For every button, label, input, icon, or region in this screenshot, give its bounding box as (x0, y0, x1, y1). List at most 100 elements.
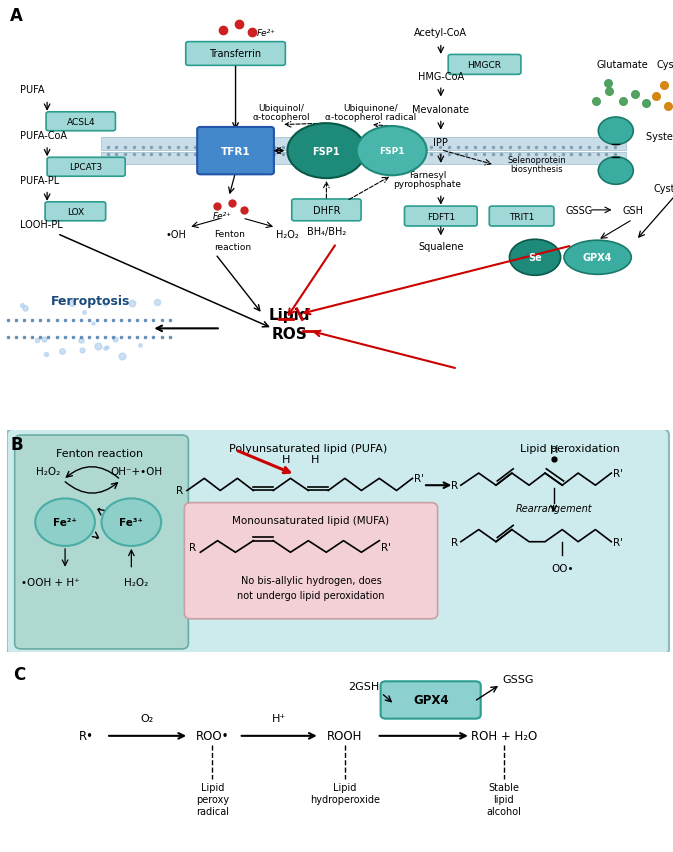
Text: Fenton: Fenton (214, 230, 245, 239)
FancyBboxPatch shape (15, 435, 188, 649)
Text: TFR1: TFR1 (221, 147, 250, 157)
Text: H₂O₂: H₂O₂ (124, 577, 148, 587)
Text: Lipid: Lipid (269, 308, 310, 323)
FancyBboxPatch shape (45, 203, 106, 222)
Text: Fenton reaction: Fenton reaction (56, 449, 143, 458)
FancyBboxPatch shape (291, 199, 361, 222)
Text: PUFA: PUFA (20, 85, 44, 95)
FancyBboxPatch shape (184, 503, 437, 619)
Text: R: R (176, 486, 182, 496)
Text: Ubiquinol/: Ubiquinol/ (258, 104, 304, 112)
Text: Fe²⁺: Fe²⁺ (53, 517, 77, 527)
Text: biosynthesis: biosynthesis (510, 165, 563, 174)
Ellipse shape (598, 118, 633, 146)
Text: •OH: •OH (166, 229, 187, 239)
Text: C: C (13, 665, 26, 683)
Text: FSP1: FSP1 (312, 147, 341, 157)
Text: GSSG: GSSG (503, 675, 534, 684)
Text: Acetyl-CoA: Acetyl-CoA (415, 28, 467, 38)
Text: HMG-CoA: HMG-CoA (418, 72, 464, 82)
FancyBboxPatch shape (489, 207, 554, 227)
Text: Rearrangement: Rearrangement (516, 504, 592, 513)
Circle shape (102, 498, 162, 546)
Text: Fe³⁺: Fe³⁺ (119, 517, 143, 527)
Text: R': R' (613, 469, 623, 479)
Text: Lipid peroxidation: Lipid peroxidation (520, 443, 620, 453)
Text: H: H (311, 455, 319, 464)
Text: LPCAT3: LPCAT3 (69, 163, 103, 172)
Circle shape (357, 127, 427, 176)
Text: LOOH-PL: LOOH-PL (20, 220, 63, 230)
Text: pyrophosphate: pyrophosphate (393, 180, 462, 189)
Text: R': R' (613, 537, 623, 547)
Text: 2GSH: 2GSH (348, 682, 379, 692)
Circle shape (509, 240, 561, 276)
Text: R: R (189, 543, 196, 552)
FancyBboxPatch shape (7, 429, 669, 655)
Text: FSP1: FSP1 (379, 147, 404, 156)
Text: R•: R• (79, 729, 94, 742)
Text: R': R' (414, 474, 424, 484)
Text: Cysteine: Cysteine (653, 183, 673, 193)
Text: PUFA-PL: PUFA-PL (20, 176, 59, 186)
Text: DHFR: DHFR (313, 205, 340, 216)
FancyBboxPatch shape (381, 682, 481, 719)
Text: ROOH: ROOH (327, 729, 363, 742)
Text: H₂O₂: H₂O₂ (276, 229, 299, 239)
Bar (101, 153, 626, 164)
Text: BH₄/BH₂: BH₄/BH₂ (307, 227, 346, 237)
Text: OO•: OO• (551, 563, 573, 573)
Text: R': R' (381, 543, 391, 552)
Text: •OOH + H⁺: •OOH + H⁺ (20, 577, 79, 587)
Text: α-tocopherol radical: α-tocopherol radical (324, 113, 416, 122)
Text: ACSL4: ACSL4 (67, 118, 95, 127)
Text: FDFT1: FDFT1 (427, 212, 455, 222)
Text: B: B (10, 435, 23, 453)
Text: Ubiquinone/: Ubiquinone/ (343, 104, 398, 112)
Text: LOX: LOX (67, 208, 84, 216)
Ellipse shape (564, 241, 631, 275)
Text: ROH + H₂O: ROH + H₂O (471, 729, 537, 742)
Text: H: H (549, 444, 558, 454)
Text: Stable
lipid
alcohol: Stable lipid alcohol (487, 782, 522, 815)
Text: TRIT1: TRIT1 (509, 212, 534, 222)
Text: OH⁻+•OH: OH⁻+•OH (110, 466, 162, 476)
Text: Cystine: Cystine (657, 60, 673, 70)
Text: ROS: ROS (271, 326, 308, 342)
Text: Lipid
hydroperoxide: Lipid hydroperoxide (310, 782, 380, 804)
FancyBboxPatch shape (47, 158, 125, 177)
Text: H⁺: H⁺ (271, 713, 285, 723)
Text: R: R (451, 481, 458, 491)
Circle shape (287, 124, 365, 179)
Text: H₂O₂: H₂O₂ (36, 466, 60, 476)
Circle shape (35, 498, 95, 546)
Text: A: A (10, 7, 23, 25)
Text: Farnesyl: Farnesyl (409, 170, 446, 180)
Text: Ferroptosis: Ferroptosis (51, 294, 131, 308)
Text: Fe²⁺: Fe²⁺ (257, 29, 276, 37)
Text: O₂: O₂ (141, 713, 154, 723)
Text: R: R (451, 537, 458, 547)
Text: No bis-allylic hydrogen, does: No bis-allylic hydrogen, does (241, 576, 382, 585)
Text: Lipid
peroxy
radical: Lipid peroxy radical (196, 782, 229, 815)
Text: PUFA-CoA: PUFA-CoA (20, 131, 67, 141)
Text: HMGCR: HMGCR (468, 60, 501, 70)
Text: Squalene: Squalene (418, 242, 464, 252)
Text: H: H (282, 455, 291, 464)
Text: Fe²⁺: Fe²⁺ (213, 212, 232, 221)
Text: Polyunsaturated lipid (PUFA): Polyunsaturated lipid (PUFA) (229, 443, 388, 453)
Text: GPX4: GPX4 (583, 253, 612, 263)
Text: GSH: GSH (622, 205, 643, 216)
Text: not undergo lipid peroxidation: not undergo lipid peroxidation (238, 590, 385, 600)
Text: GSSG: GSSG (565, 205, 592, 216)
Text: ROO•: ROO• (195, 729, 229, 742)
Text: Mevalonate: Mevalonate (413, 105, 469, 115)
Text: α-tocopherol: α-tocopherol (252, 113, 310, 122)
Text: GPX4: GPX4 (413, 694, 449, 706)
Text: System xc⁻: System xc⁻ (646, 132, 673, 142)
Text: reaction: reaction (214, 243, 251, 251)
FancyBboxPatch shape (197, 128, 274, 176)
FancyBboxPatch shape (186, 43, 285, 66)
Bar (101, 138, 626, 151)
Text: Monounsaturated lipid (MUFA): Monounsaturated lipid (MUFA) (232, 515, 390, 526)
